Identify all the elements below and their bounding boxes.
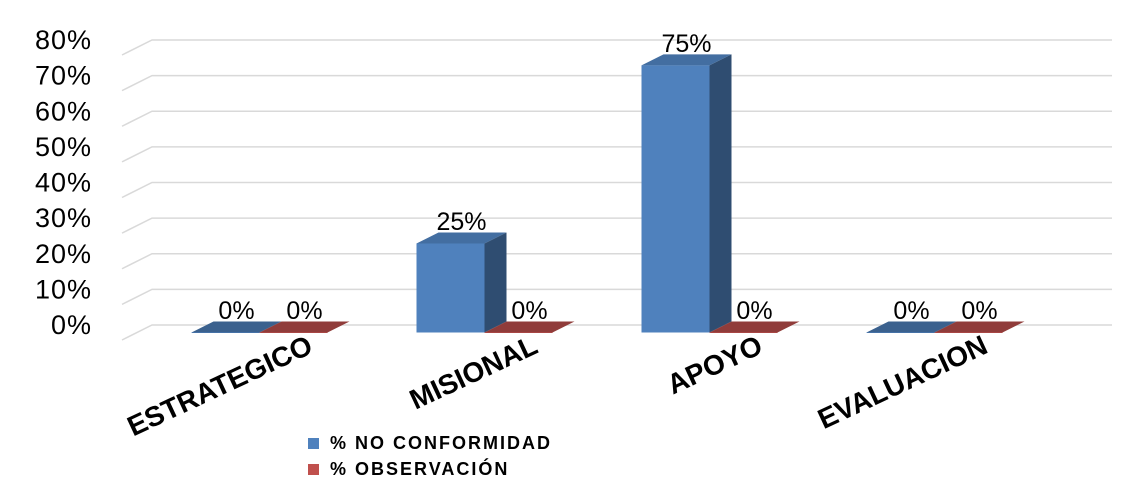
y-tick-label: 10% [35, 274, 92, 304]
bar-apoyo-series-2 [709, 321, 800, 333]
gridline [121, 217, 1112, 234]
category-label-estrategico: ESTRATEGICO [123, 329, 318, 442]
legend: % NO CONFORMIDAD % OBSERVACIÓN [308, 433, 552, 479]
data-label: 0% [893, 297, 929, 325]
bar-misional-series-1 [416, 232, 507, 333]
y-tick-label: 20% [35, 239, 92, 269]
legend-label: % OBSERVACIÓN [330, 458, 509, 479]
gridline [121, 39, 1112, 56]
y-tick-label: 60% [35, 96, 92, 126]
gridline [121, 288, 1112, 306]
bar-apoyo-series-1 [641, 54, 732, 333]
y-tick-label: 40% [35, 168, 92, 198]
gridline [121, 253, 1112, 270]
gridline [121, 146, 1112, 163]
gridline [121, 74, 1112, 92]
bar-evaluacion-series-1 [866, 321, 957, 333]
y-tick-label: 70% [35, 61, 92, 91]
gridline [121, 110, 1112, 127]
data-labels: 0% 0% 25% 0% 75% 0% 0% 0% [218, 30, 997, 325]
bar-estrategico-series-2 [259, 321, 350, 333]
category-label-apoyo: APOYO [662, 329, 767, 400]
y-tick-label: 50% [35, 132, 92, 162]
bar-evaluacion-series-2 [934, 321, 1025, 333]
data-label: 0% [218, 297, 254, 325]
category-label-evaluacion: EVALUACION [813, 329, 992, 434]
y-tick-label: 0% [51, 310, 92, 340]
gridline [121, 181, 1112, 199]
data-label: 0% [511, 297, 547, 325]
y-tick-label: 80% [35, 25, 92, 55]
data-label: 25% [436, 208, 486, 236]
bar-misional-series-2 [484, 321, 575, 333]
legend-swatch [308, 464, 319, 475]
legend-swatch [308, 438, 319, 449]
data-label: 0% [736, 297, 772, 325]
y-axis-ticks: 0% 10% 20% 30% 40% 50% 60% 70% 80% [35, 25, 92, 340]
data-label: 0% [286, 297, 322, 325]
x-axis-categories: ESTRATEGICO MISIONAL APOYO EVALUACION [123, 329, 993, 442]
data-label: 0% [961, 297, 997, 325]
gridlines [121, 39, 1112, 341]
category-label-misional: MISIONAL [405, 329, 542, 415]
y-tick-label: 30% [35, 203, 92, 233]
bars [191, 54, 1025, 333]
data-label: 75% [661, 30, 711, 58]
legend-label: % NO CONFORMIDAD [330, 433, 552, 453]
bar-estrategico-series-1 [191, 321, 282, 333]
